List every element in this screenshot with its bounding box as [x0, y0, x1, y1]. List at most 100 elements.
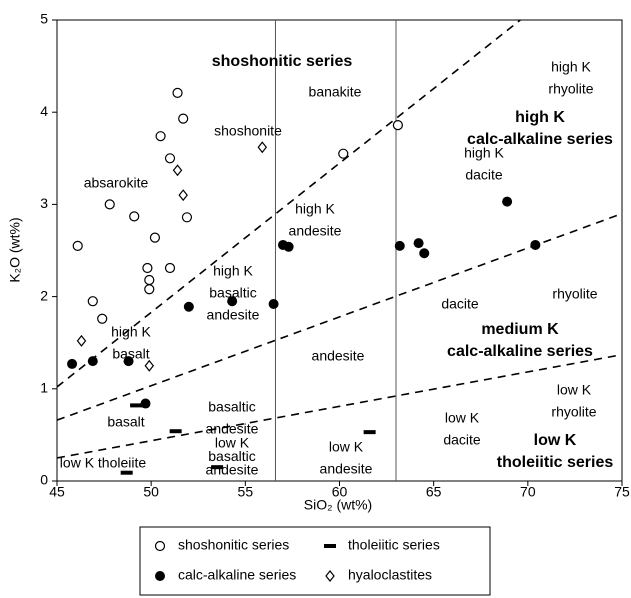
x-tick-label: 65 — [426, 484, 442, 500]
point — [155, 131, 166, 142]
annotation: andesite — [206, 462, 259, 478]
legend — [139, 526, 491, 596]
point — [123, 356, 134, 367]
annotation: high K — [111, 324, 151, 340]
legend-label: shoshonitic series — [178, 537, 289, 553]
annotation: low K — [557, 382, 592, 398]
point — [164, 153, 176, 164]
annotation: calc-alkaline series — [467, 131, 613, 148]
annotation: absarokite — [84, 175, 149, 191]
y-tick-label: 3 — [40, 195, 48, 211]
y-axis-label: K₂O (wt%) — [7, 217, 23, 282]
annotation: basaltic — [208, 448, 255, 464]
boundary-line — [57, 212, 622, 421]
point — [144, 274, 155, 286]
annotation: high K — [295, 201, 335, 217]
annotation: low K — [445, 410, 480, 426]
point — [164, 262, 176, 274]
x-axis-label: SiO₂ (wt%) — [304, 497, 372, 513]
y-tick-label: 2 — [40, 287, 48, 303]
annotation: andesite — [289, 223, 342, 239]
point — [419, 248, 430, 259]
point — [338, 148, 349, 159]
point — [502, 196, 513, 207]
x-tick-label: 50 — [143, 484, 159, 500]
annotation: high K — [464, 145, 504, 161]
point — [140, 398, 151, 409]
legend-label: calc-alkaline series — [178, 567, 296, 583]
boundary-line — [57, 20, 521, 388]
annotation: andesite — [207, 307, 260, 323]
point — [183, 301, 194, 312]
point — [130, 403, 143, 408]
point — [104, 199, 115, 210]
point — [257, 141, 268, 154]
point — [178, 189, 188, 202]
annotation: shoshonite — [214, 123, 282, 139]
point — [76, 334, 87, 347]
x-tick-label: 60 — [332, 484, 348, 500]
point — [283, 241, 294, 252]
point — [172, 87, 183, 98]
annotation: low K — [534, 432, 577, 449]
annotation: medium K — [481, 321, 559, 338]
y-tick-label: 0 — [40, 472, 48, 488]
legend-marker — [154, 540, 166, 552]
point — [144, 359, 155, 372]
point — [363, 430, 376, 435]
point — [394, 240, 405, 251]
annotation: calc-alkaline series — [447, 343, 593, 360]
legend-label: tholeiitic series — [348, 537, 440, 553]
annotation: shoshonitic series — [212, 53, 353, 70]
point — [87, 296, 98, 307]
point — [227, 296, 238, 307]
annotation: basalt — [107, 414, 144, 430]
legend-label: hyaloclastites — [348, 567, 432, 583]
annotation: low K — [215, 435, 250, 451]
point — [181, 212, 193, 223]
annotation: dacite — [465, 167, 503, 183]
legend-marker — [155, 571, 165, 581]
x-tick-label: 55 — [238, 484, 254, 500]
point — [149, 232, 161, 243]
annotation: basaltic — [208, 399, 255, 415]
annotation: dacite — [441, 296, 479, 312]
annotation: andesite — [312, 348, 365, 364]
point — [87, 356, 98, 367]
x-tick-label: 70 — [520, 484, 536, 500]
annotation: tholeiitic series — [497, 454, 614, 471]
annotation: low K — [329, 439, 364, 455]
point — [413, 238, 424, 249]
point — [97, 313, 108, 324]
point — [268, 298, 279, 309]
point — [67, 358, 78, 369]
annotation: high K — [515, 109, 565, 126]
x-tick-label: 45 — [49, 484, 65, 500]
point — [169, 429, 182, 434]
annotation: low K tholeiite — [60, 455, 147, 471]
x-tick-label: 75 — [614, 484, 630, 500]
annotation: rhyolite — [552, 286, 597, 302]
annotation: rhyolite — [548, 81, 593, 97]
annotation: rhyolite — [551, 404, 596, 420]
point — [142, 262, 153, 274]
annotation: andesite — [206, 421, 259, 437]
point — [144, 284, 155, 295]
boundary-line — [57, 353, 622, 459]
legend-marker — [325, 570, 335, 582]
annotation: andesite — [320, 461, 373, 477]
point — [211, 465, 224, 470]
point — [72, 240, 83, 251]
point — [120, 470, 133, 475]
y-tick-label: 1 — [40, 380, 48, 396]
annotation: dacite — [443, 432, 481, 448]
point — [178, 113, 189, 124]
annotation: basalt — [112, 346, 149, 362]
point — [172, 164, 183, 177]
point — [530, 239, 541, 250]
annotation: basaltic — [209, 285, 256, 301]
point — [129, 211, 140, 222]
annotation: high K — [551, 59, 591, 75]
y-tick-label: 4 — [40, 103, 48, 119]
